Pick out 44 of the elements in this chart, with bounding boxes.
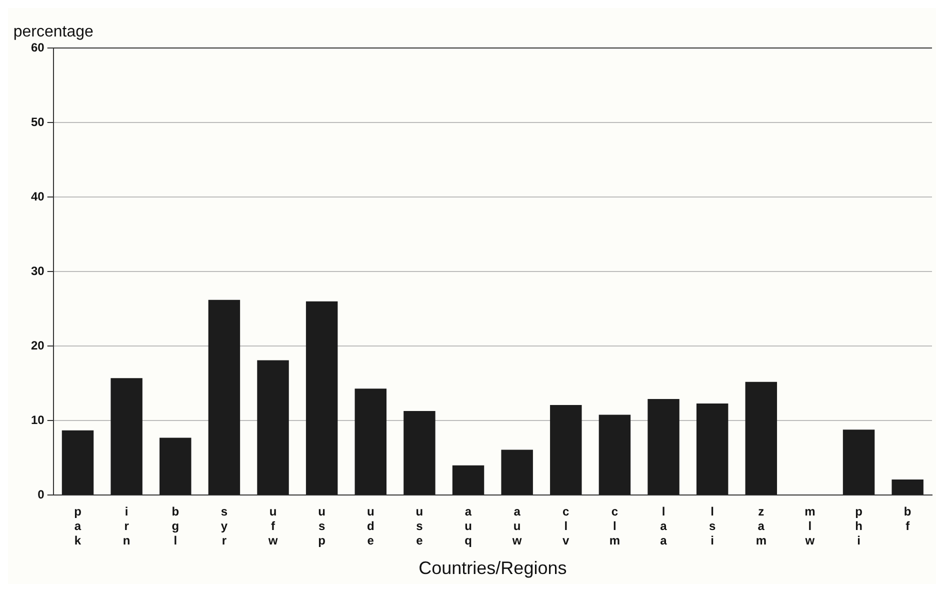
y-tick-label: 60: [30, 40, 45, 54]
x-tick-label: zam: [756, 504, 766, 548]
y-tick-label: 10: [30, 412, 45, 427]
bar: [452, 465, 484, 495]
bar: [160, 438, 192, 495]
bar: [62, 430, 94, 495]
x-tick-label: ufw: [267, 504, 278, 548]
x-tick-label: clv: [562, 504, 570, 548]
x-tick-label: use: [416, 504, 424, 548]
bar: [842, 430, 875, 495]
bar: [208, 300, 240, 495]
x-tick-label: syr: [220, 504, 228, 548]
bar: [892, 480, 924, 495]
y-tick-label: 0: [38, 488, 45, 502]
x-axis-title: Countries/Regions: [418, 558, 567, 578]
x-tick-label: mlw: [804, 504, 816, 548]
bar: [110, 378, 142, 495]
x-tick-label: clm: [609, 504, 620, 548]
y-tick-label: 30: [30, 264, 45, 278]
x-tick-label: bgl: [172, 504, 180, 548]
bar: [257, 360, 289, 495]
y-tick-label: 40: [30, 189, 45, 204]
x-tick-label: lsi: [708, 504, 716, 548]
bar: [696, 404, 728, 495]
x-tick-label: phi: [855, 504, 862, 548]
x-tick-label: irn: [122, 504, 130, 548]
bar: [648, 399, 680, 495]
y-axis-title: percentage: [13, 23, 94, 40]
bar: [501, 450, 533, 495]
bar: [306, 301, 338, 495]
bar: [745, 382, 778, 495]
bar: [404, 410, 436, 495]
x-tick-label: pak: [74, 504, 82, 548]
x-tick-label: ude: [366, 504, 374, 548]
bar: [354, 388, 387, 495]
bar: [550, 405, 582, 495]
x-tick-label: auw: [511, 504, 522, 548]
bar: [598, 414, 631, 495]
x-tick-label: laa: [660, 504, 668, 548]
x-tick-label: auq: [464, 504, 472, 548]
y-tick-label: 50: [30, 114, 45, 129]
x-tick-label: bf: [904, 504, 912, 534]
x-tick-label: usp: [318, 504, 326, 548]
y-tick-label: 20: [30, 338, 45, 352]
